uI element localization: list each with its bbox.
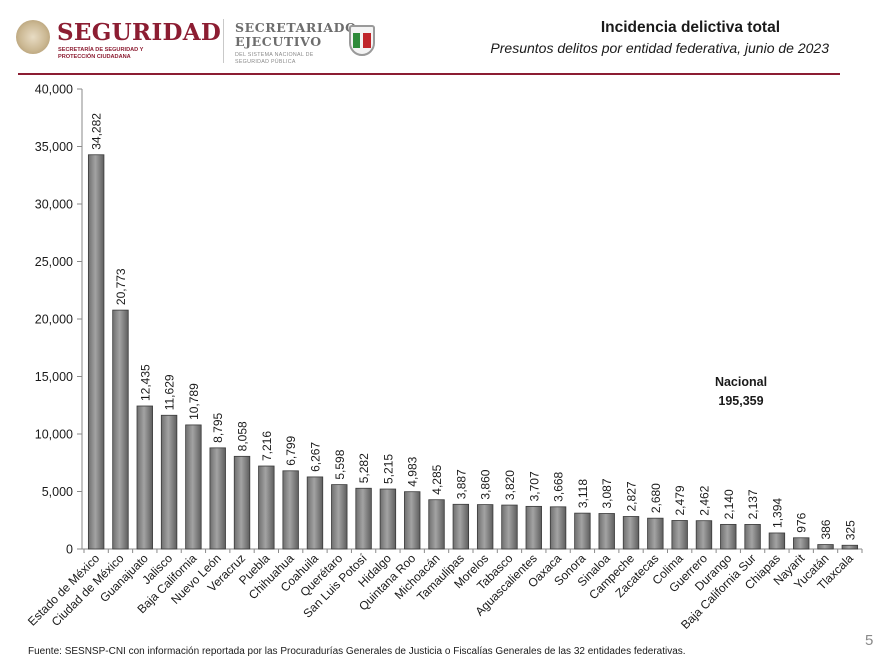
source-note: Fuente: SESNSP-CNI con información repor… <box>28 646 686 657</box>
value-label: 3,118 <box>576 479 590 508</box>
bar <box>112 309 129 550</box>
page-title: Incidencia delictiva total <box>600 19 780 36</box>
brand-title: SEGURIDAD <box>57 19 222 46</box>
y-tick-label: 40,000 <box>35 83 73 97</box>
brand-subtitle: SECRETARÍA DE SEGURIDAD Y PROTECCIÓN CIU… <box>58 47 144 60</box>
value-label: 5,598 <box>333 449 347 479</box>
value-label: 325 <box>843 520 857 540</box>
y-tick-label: 25,000 <box>35 255 73 269</box>
value-labels: 34,282 20,773 12,435 11,629 10,789 8,795 8,058… <box>90 113 858 541</box>
bar <box>185 424 202 550</box>
bar <box>160 414 178 550</box>
value-label: 3,087 <box>600 478 614 508</box>
y-tick-label: 5,000 <box>42 485 73 499</box>
y-tick-label: 30,000 <box>35 198 73 212</box>
value-label: 2,827 <box>625 481 639 511</box>
value-label: 1,394 <box>770 498 784 528</box>
national-annotation: Nacional 195,359 <box>715 375 767 408</box>
y-tick-label: 10,000 <box>35 428 73 442</box>
y-axis: 0 5,000 10,000 15,000 20,000 25,000 30,000 35,0… <box>35 83 863 557</box>
seguridad-logo: SEGURIDAD SECRETARÍA DE SEGURIDAD Y PROT… <box>16 20 221 64</box>
bar <box>501 504 518 550</box>
value-label: 8,058 <box>236 421 250 451</box>
bar <box>136 405 153 550</box>
y-tick-label: 20,000 <box>35 313 73 327</box>
y-tick-label: 0 <box>66 543 73 557</box>
value-label: 2,140 <box>722 489 736 519</box>
national-value: 195,359 <box>718 394 763 408</box>
value-label: 3,860 <box>479 469 493 499</box>
value-label: 7,216 <box>260 431 274 461</box>
bar <box>404 491 421 550</box>
value-label: 3,820 <box>503 470 517 500</box>
bar <box>452 503 470 550</box>
bar <box>282 470 299 550</box>
page-number: 5 <box>865 632 874 649</box>
value-label: 4,983 <box>406 456 420 486</box>
bar <box>379 488 397 550</box>
bar <box>622 516 640 550</box>
value-label: 5,215 <box>381 454 395 484</box>
value-label: 3,668 <box>552 471 566 501</box>
bar <box>209 447 226 550</box>
value-label: 4,285 <box>430 464 444 494</box>
bar <box>817 544 834 550</box>
value-label: 6,799 <box>284 435 298 465</box>
bar <box>793 537 810 550</box>
value-label: 2,137 <box>746 489 760 519</box>
value-label: 386 <box>819 519 833 539</box>
value-label: 34,282 <box>90 113 104 150</box>
bar <box>695 520 713 550</box>
bar <box>671 520 688 550</box>
value-label: 11,629 <box>163 374 177 410</box>
value-label: 2,680 <box>649 483 663 513</box>
bars <box>87 154 859 550</box>
bar <box>306 476 324 550</box>
bar <box>258 465 275 550</box>
bar <box>647 517 664 550</box>
sesnsp-subtitle: DEL SISTEMA NACIONAL DE SEGURIDAD PÚBLIC… <box>235 52 314 65</box>
bar <box>768 532 786 550</box>
value-label: 10,789 <box>187 383 201 420</box>
bar <box>549 506 567 550</box>
bar <box>744 524 761 550</box>
bar <box>355 487 372 550</box>
header-rule <box>18 73 840 75</box>
value-label: 3,887 <box>454 469 468 499</box>
value-label: 2,479 <box>673 485 687 515</box>
coat-of-arms-icon <box>16 20 50 54</box>
bar <box>574 512 591 550</box>
bar <box>87 154 105 550</box>
value-label: 3,707 <box>527 471 541 501</box>
bar <box>525 505 542 550</box>
value-label: 6,267 <box>308 442 322 472</box>
shield-icon <box>349 25 375 56</box>
value-label: 2,462 <box>697 485 711 515</box>
national-label: Nacional <box>715 375 767 389</box>
page-subtitle: Presuntos delitos por entidad federativa… <box>490 40 829 56</box>
bar <box>476 504 494 550</box>
y-tick-label: 15,000 <box>35 370 73 384</box>
value-label: 8,795 <box>211 413 225 443</box>
sesnsp-logo: SECRETARIADO EJECUTIVO DEL SISTEMA NACIO… <box>235 21 385 65</box>
logo-divider <box>223 19 224 63</box>
bar <box>233 455 251 550</box>
bar <box>720 523 737 550</box>
bar <box>841 544 859 550</box>
bar <box>331 484 348 550</box>
value-label: 976 <box>795 512 809 532</box>
y-tick-label: 35,000 <box>35 140 73 154</box>
sesnsp-title-line1: SECRETARIADO <box>235 20 357 35</box>
value-label: 20,773 <box>114 268 128 305</box>
bar <box>598 513 615 550</box>
bar <box>428 499 445 550</box>
sesnsp-title-line2: EJECUTIVO <box>235 34 322 49</box>
header: SEGURIDAD SECRETARÍA DE SEGURIDAD Y PROT… <box>0 0 886 76</box>
value-label: 12,435 <box>138 364 152 401</box>
value-label: 5,282 <box>357 453 371 483</box>
bar-chart: 0 5,000 10,000 15,000 20,000 25,000 30,000 35,0… <box>25 83 863 632</box>
